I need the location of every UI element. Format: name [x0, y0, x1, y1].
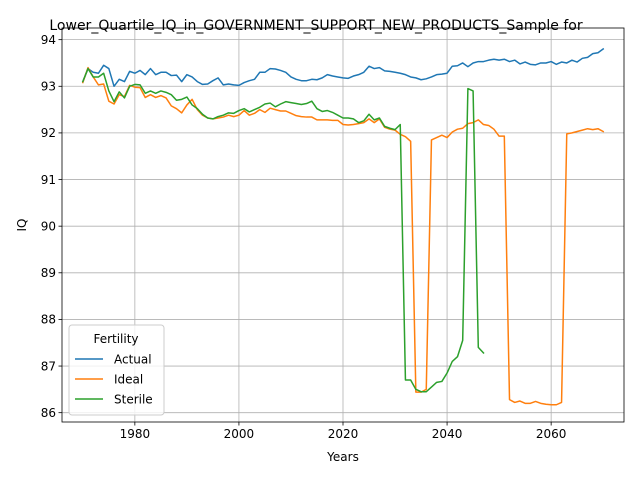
y-axis-label: IQ — [15, 219, 29, 232]
series-line-actual — [81, 47, 605, 88]
y-tick-label: 92 — [41, 126, 56, 140]
grid-lines — [62, 28, 624, 422]
series-line-ideal — [81, 66, 605, 406]
chart-title: Lower_Quartile_IQ_in_GOVERNMENT_SUPPORT_… — [49, 18, 582, 34]
x-tick-label: 2060 — [536, 427, 567, 441]
y-tick-label: 91 — [41, 173, 56, 187]
x-tick-label: 2020 — [328, 427, 359, 441]
x-axis-ticks: 1980 2000 2020 2040 2060 — [120, 422, 567, 441]
legend-label-sterile: Sterile — [114, 392, 153, 406]
legend-label-ideal: Ideal — [114, 372, 143, 386]
y-tick-label: 86 — [41, 406, 56, 420]
legend-box — [68, 324, 165, 416]
legend: Fertility Actual Ideal Sterile — [68, 324, 165, 416]
x-tick-label: 1980 — [120, 427, 151, 441]
series-layer — [81, 47, 605, 406]
y-tick-label: 93 — [41, 80, 56, 94]
legend-title: Fertility — [93, 332, 138, 346]
y-tick-label: 89 — [41, 266, 56, 280]
y-axis-ticks: 86 87 88 89 90 91 92 93 94 — [41, 33, 62, 420]
legend-label-actual: Actual — [114, 352, 152, 366]
x-axis-label: Years — [326, 450, 359, 464]
y-tick-label: 94 — [41, 33, 56, 47]
y-tick-label: 88 — [41, 313, 56, 327]
y-tick-label: 90 — [41, 219, 56, 233]
series-line-sterile — [81, 67, 485, 393]
x-tick-label: 2040 — [432, 427, 463, 441]
legend-items: Actual Ideal Sterile — [75, 352, 153, 406]
y-tick-label: 87 — [41, 359, 56, 373]
x-tick-label: 2000 — [224, 427, 255, 441]
